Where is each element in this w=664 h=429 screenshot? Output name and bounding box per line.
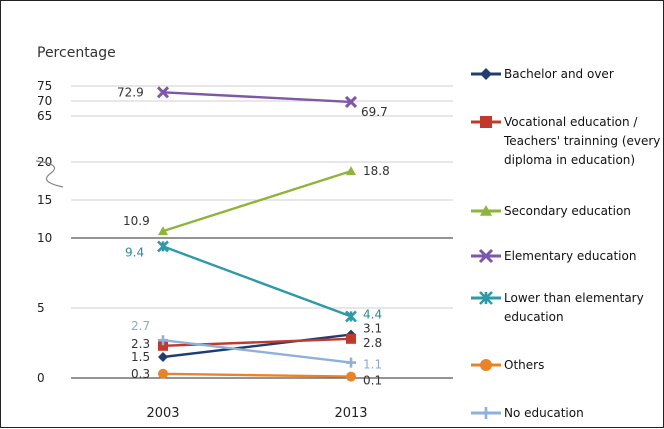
legend-label: Secondary education bbox=[504, 204, 631, 218]
y-tick-label: 0 bbox=[37, 371, 45, 385]
legend-label: No education bbox=[504, 406, 584, 420]
data-label: 3.1 bbox=[363, 322, 382, 336]
legend-marker bbox=[479, 291, 493, 305]
y-tick-label: 5 bbox=[37, 301, 45, 315]
legend-marker bbox=[480, 407, 492, 419]
y-tick-label: 65 bbox=[37, 109, 52, 123]
legend-item: No education bbox=[471, 406, 584, 420]
data-point bbox=[346, 166, 356, 176]
legend-label: Lower than elementary education bbox=[504, 291, 644, 324]
series-lines bbox=[156, 86, 358, 382]
data-point bbox=[158, 352, 168, 362]
x-tick-label: 2013 bbox=[334, 406, 367, 421]
series-line bbox=[162, 91, 352, 104]
data-point bbox=[157, 240, 169, 253]
data-label: 2.8 bbox=[363, 336, 382, 350]
legend: Bachelor and over Vocational education / T… bbox=[471, 67, 660, 420]
legend-item: Vocational education / Teachers' trainnin… bbox=[471, 115, 660, 167]
data-point bbox=[156, 86, 170, 99]
data-label: 10.9 bbox=[123, 214, 150, 228]
data-label: 2.7 bbox=[131, 319, 150, 333]
legend-item: Lower than elementary education bbox=[471, 291, 644, 324]
data-label: 1.5 bbox=[131, 350, 150, 364]
series-line bbox=[162, 245, 352, 318]
x-tick-label: 2003 bbox=[146, 406, 179, 421]
y-tick-label: 10 bbox=[37, 231, 52, 245]
axis-break-squiggle bbox=[35, 160, 64, 188]
legend-label: Vocational education / Teachers' trainnin… bbox=[503, 115, 660, 167]
data-point bbox=[344, 95, 358, 108]
y-tick-label: 70 bbox=[37, 94, 52, 108]
legend-marker bbox=[478, 248, 494, 264]
legend-label: Others bbox=[504, 358, 544, 372]
data-label: 4.4 bbox=[363, 307, 382, 321]
legend-marker bbox=[480, 359, 492, 371]
legend-marker bbox=[480, 116, 492, 128]
data-point bbox=[345, 310, 357, 323]
data-label: 9.4 bbox=[125, 245, 144, 259]
data-label: 72.9 bbox=[117, 85, 144, 99]
legend-item: Elementary education bbox=[471, 248, 636, 264]
legend-item: Bachelor and over bbox=[471, 67, 614, 81]
data-point bbox=[158, 368, 168, 379]
series-line bbox=[162, 169, 352, 233]
data-point bbox=[346, 333, 356, 344]
data-label: 1.1 bbox=[363, 358, 382, 372]
legend-item: Others bbox=[471, 358, 544, 372]
data-label: 69.7 bbox=[361, 105, 388, 119]
data-labels: 1.5 3.1 2.3 2.8 10.9 18.8 72.9 69.7 9.4 4.4 0.3 0.1… bbox=[117, 85, 390, 387]
series-line bbox=[162, 372, 352, 378]
data-label: 0.3 bbox=[131, 367, 150, 381]
data-label: 0.1 bbox=[363, 374, 382, 388]
legend-label: Elementary education bbox=[504, 249, 636, 263]
x-axis-ticks: 2003 2013 bbox=[146, 406, 367, 421]
legend-marker bbox=[480, 205, 492, 216]
axis-break-mark bbox=[35, 160, 64, 188]
data-label: 18.8 bbox=[363, 164, 390, 178]
gridlines bbox=[71, 85, 453, 379]
data-point bbox=[346, 357, 356, 368]
data-point bbox=[158, 226, 168, 236]
legend-marker bbox=[480, 68, 492, 80]
data-point bbox=[158, 340, 168, 351]
data-point bbox=[346, 371, 356, 382]
legend-item: Secondary education bbox=[471, 204, 631, 218]
y-tick-label: 75 bbox=[37, 79, 52, 93]
data-point bbox=[158, 335, 168, 346]
data-label: 2.3 bbox=[131, 337, 150, 351]
series-line bbox=[162, 339, 352, 364]
y-axis-label: Percentage bbox=[37, 45, 116, 61]
series-line bbox=[162, 333, 352, 359]
y-tick-label: 15 bbox=[37, 193, 52, 207]
legend-label: Bachelor and over bbox=[504, 67, 614, 81]
